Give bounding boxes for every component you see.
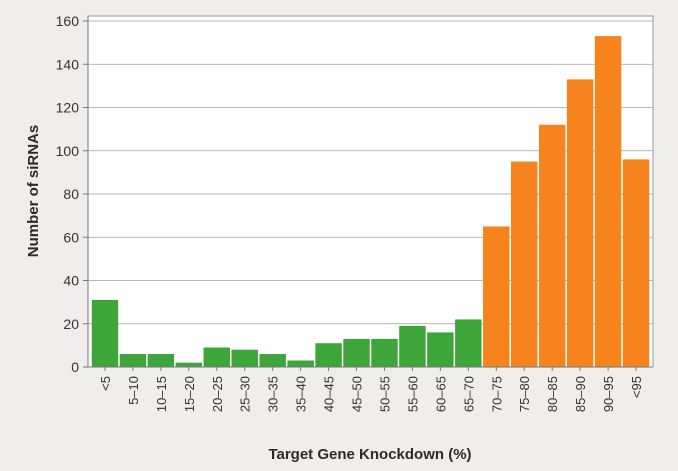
bar [566,79,594,367]
bar [91,299,119,367]
bar [427,332,454,367]
bar [231,349,258,367]
bar [175,362,203,367]
y-tick-label: 140 [56,56,80,72]
x-tick-label: 15–20 [182,376,197,412]
x-tick-label: 20–25 [210,376,225,412]
x-tick-label: 90–95 [601,376,616,412]
y-tick-label: 0 [71,359,79,375]
bar [203,347,230,367]
x-axis-label: Target Gene Knockdown (%) [268,446,471,463]
bar [119,354,147,367]
bar [483,226,510,367]
y-tick-label: 40 [63,273,79,289]
bar [315,343,342,367]
y-tick-label: 60 [63,229,79,245]
x-tick-label: <5 [98,376,113,391]
bars [91,36,650,367]
x-tick-label: 25–30 [238,376,253,412]
y-axis-label: Number of siRNAs [25,125,42,258]
x-tick-label: 35–40 [294,376,309,412]
x-tick-label: 80–85 [545,376,560,412]
x-tick-label: 45–50 [350,376,365,412]
bar [511,161,538,367]
y-axis-ticks: 0 20 40 60 80 100 120 140 160 [56,13,88,375]
x-tick-label: 65–70 [461,376,476,412]
x-tick-label: 50–55 [377,376,392,412]
x-tick-label: 10–15 [154,376,169,412]
bar [287,360,314,367]
y-tick-label: 80 [63,186,79,202]
bar [371,338,398,367]
x-tick-label: 60–65 [433,376,448,412]
bar [343,338,370,367]
bar [594,36,622,367]
y-tick-label: 100 [56,143,80,159]
x-tick-label: 5–10 [126,376,141,405]
y-tick-label: 120 [56,100,80,116]
bar [399,325,426,367]
x-tick-label: <95 [629,376,644,398]
bar [622,159,650,367]
x-tick-label: 40–45 [322,376,337,412]
y-tick-label: 20 [63,316,79,332]
y-tick-label: 160 [56,13,80,29]
bar [147,354,175,367]
x-axis-ticks: <5 5–10 10–15 15–20 20–25 25–30 30–35 35–40 40–4… [98,367,644,412]
x-tick-label: 75–80 [517,376,532,412]
x-tick-label: 30–35 [266,376,281,412]
bar [259,354,286,367]
x-tick-label: 85–90 [573,376,588,412]
bar [455,319,482,367]
x-tick-label: 70–75 [489,376,504,412]
bar [538,124,566,367]
x-tick-label: 55–60 [405,376,420,412]
